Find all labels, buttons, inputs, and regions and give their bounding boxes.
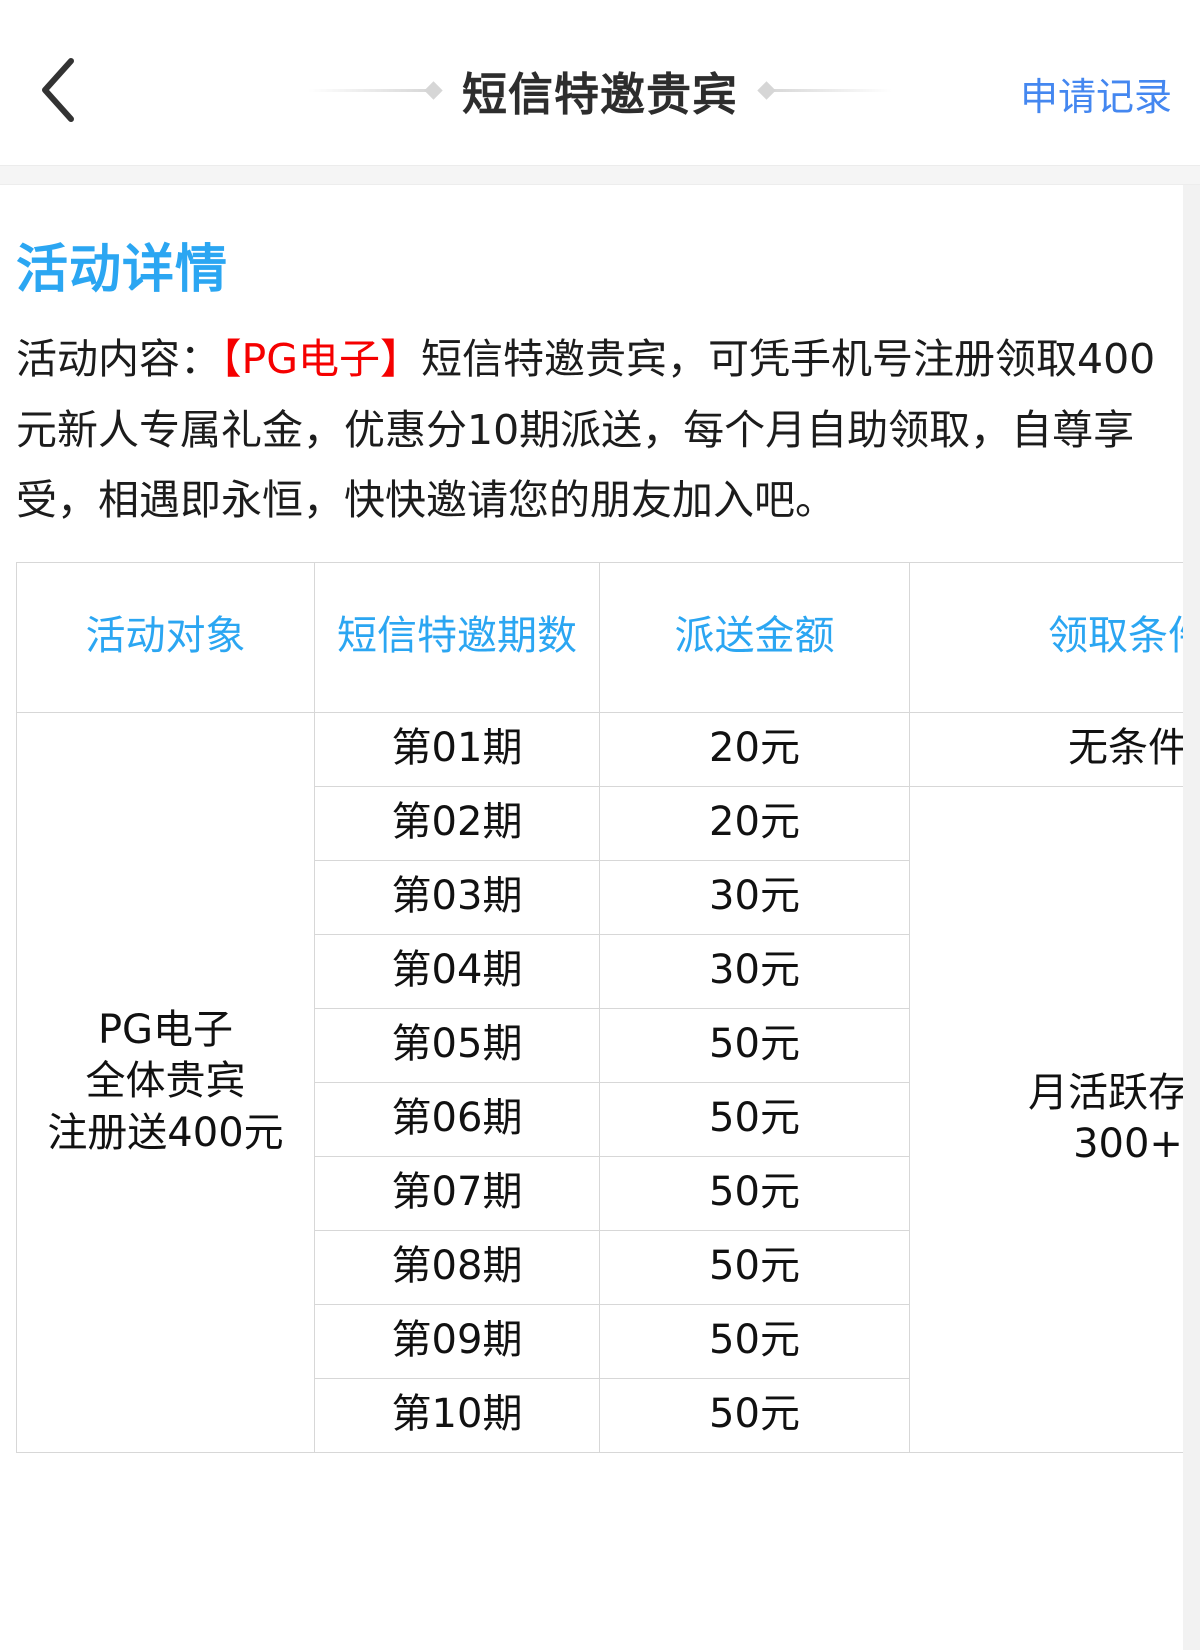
table-row: 第05期 50元	[17, 1007, 1184, 1083]
cell-period: 第06期	[314, 1081, 600, 1157]
cell-amount: 50元	[599, 1377, 910, 1453]
page-title: 短信特邀贵宾	[461, 67, 738, 121]
table-row: 第06期 50元	[17, 1081, 1184, 1157]
column-header-condition: 领取条件	[909, 561, 1183, 713]
section-heading: 活动详情	[16, 240, 229, 300]
cell-amount: 30元	[599, 859, 910, 935]
section-divider	[0, 165, 1200, 185]
content-panel: 活动详情 活动内容：【PG电子】短信特邀贵宾，可凭手机号注册领取400元新人专属…	[0, 185, 1183, 1650]
column-header-subject: 活动对象	[16, 561, 315, 713]
table-header-row: 活动对象 短信特邀期数 派送金额 领取条件	[16, 561, 1183, 713]
table-row: PG电子 全体贵宾 注册送400元 第01期 20元 无条件	[16, 711, 1183, 1453]
cell-amount: 50元	[599, 1155, 910, 1231]
cell-period: 第07期	[314, 1155, 600, 1231]
table-row: 第03期 30元	[17, 859, 1184, 935]
cell-period: 第03期	[314, 859, 600, 935]
table-row: 第02期 20元 月活跃存款300+	[17, 785, 1183, 1453]
cell-amount: 50元	[599, 1007, 910, 1083]
cell-period: 第02期	[314, 785, 600, 861]
application-records-link[interactable]: 申请记录	[1019, 75, 1172, 119]
title-decoration-left	[307, 80, 443, 100]
table-body: PG电子 全体贵宾 注册送400元 第01期 20元 无条件 第02期 20元 月活…	[16, 711, 1184, 1453]
cell-amount: 50元	[599, 1303, 910, 1379]
cell-condition-first: 无条件	[909, 711, 1183, 787]
cell-amount: 30元	[599, 933, 910, 1009]
back-button[interactable]	[18, 50, 98, 130]
table-row: 第08期 50元	[17, 1229, 1184, 1305]
chevron-left-icon	[35, 55, 81, 125]
cell-amount: 50元	[599, 1229, 910, 1305]
cell-subject-merged: PG电子 全体贵宾 注册送400元	[16, 711, 315, 1453]
cell-period: 第04期	[314, 933, 600, 1009]
description-rest: 短信特邀贵宾，可凭手机号注册领取400元新人专属礼金，优惠分10期派送，每个月自…	[16, 335, 1156, 525]
brand-highlight: 【PG电子】	[221, 335, 421, 383]
description-prefix: 活动内容：	[16, 335, 221, 383]
column-header-amount: 派送金额	[599, 561, 910, 713]
decoration-line-left	[307, 88, 428, 92]
column-header-period: 短信特邀期数	[314, 561, 600, 713]
cell-period: 第01期	[314, 711, 600, 787]
table-row: 第07期 50元	[17, 1155, 1184, 1231]
diamond-icon-left	[424, 80, 443, 100]
cell-period: 第05期	[314, 1007, 600, 1083]
cell-period: 第08期	[314, 1229, 600, 1305]
top-navigation-bar: 短信特邀贵宾 申请记录	[0, 0, 1200, 165]
decoration-line-right	[772, 88, 892, 92]
cell-period: 第09期	[314, 1303, 600, 1379]
cell-condition-merged: 月活跃存款300+	[909, 785, 1183, 1453]
diamond-icon-right	[757, 80, 776, 100]
title-decoration-right	[757, 80, 892, 100]
table-row: 第09期 50元	[17, 1303, 1184, 1379]
table-row: 第10期 50元	[17, 1377, 1184, 1453]
cell-amount: 20元	[599, 711, 910, 787]
cell-amount: 50元	[599, 1081, 910, 1157]
activity-description: 活动内容：【PG电子】短信特邀贵宾，可凭手机号注册领取400元新人专属礼金，优惠…	[0, 302, 1183, 536]
cell-amount: 20元	[599, 785, 910, 861]
cell-period: 第10期	[314, 1377, 600, 1453]
